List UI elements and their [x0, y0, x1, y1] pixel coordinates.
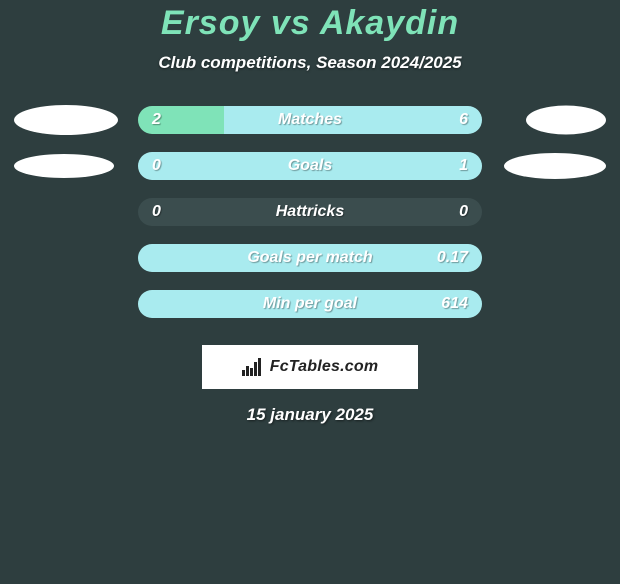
brand-text: FcTables.com [270, 358, 379, 376]
stat-label: Goals per match [138, 244, 482, 272]
stat-label: Matches [138, 106, 482, 134]
stat-label: Min per goal [138, 290, 482, 318]
stat-row: 01Goals [0, 143, 620, 189]
bars-icon [242, 358, 264, 376]
date-text: 15 january 2025 [0, 405, 620, 425]
team-left-badge [14, 105, 118, 135]
team-right-badge [504, 153, 606, 179]
page-title: Ersoy vs Akaydin [0, 4, 620, 43]
brand-box[interactable]: FcTables.com [202, 345, 418, 389]
subtitle: Club competitions, Season 2024/2025 [0, 53, 620, 73]
stat-label: Hattricks [138, 198, 482, 226]
stats-container: 26Matches01Goals00Hattricks0.17Goals per… [0, 97, 620, 327]
stat-label: Goals [138, 152, 482, 180]
team-left-badge [14, 154, 114, 178]
stat-row: 614Min per goal [0, 281, 620, 327]
stat-row: 0.17Goals per match [0, 235, 620, 281]
stat-row: 00Hattricks [0, 189, 620, 235]
stat-row: 26Matches [0, 97, 620, 143]
team-right-badge [526, 106, 606, 135]
